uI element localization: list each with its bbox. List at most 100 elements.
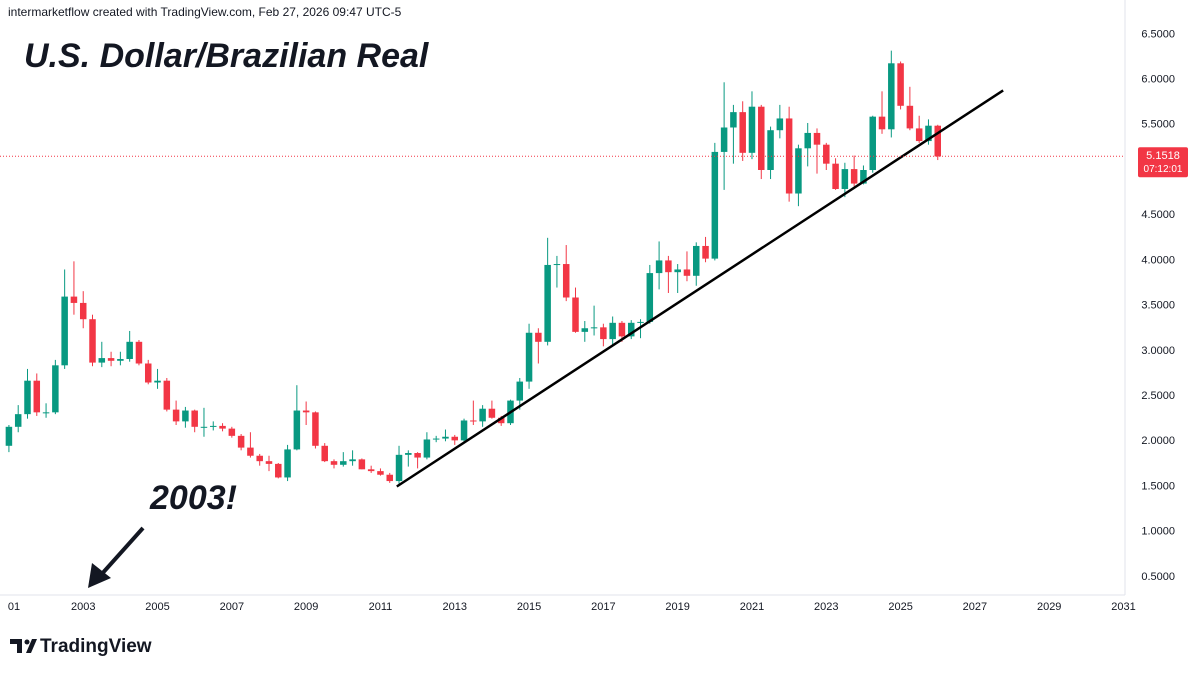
- candle-body: [451, 436, 459, 441]
- candle-body: [934, 125, 941, 157]
- x-tick-label: 2017: [591, 601, 615, 613]
- candle-body: [386, 474, 393, 482]
- x-tick-label: 2021: [740, 601, 764, 613]
- candle-body: [414, 453, 421, 458]
- candle-body: [535, 332, 542, 342]
- candle-body: [739, 112, 746, 153]
- candle-body: [219, 425, 226, 429]
- candle-body: [302, 410, 310, 413]
- candle-body: [126, 341, 133, 359]
- candle-body: [627, 322, 635, 337]
- candle-body: [618, 322, 626, 337]
- candle-body: [358, 459, 366, 470]
- candle-body: [247, 447, 254, 456]
- x-tick-label: 2011: [369, 601, 393, 613]
- candle-body: [693, 245, 700, 276]
- candle-body: [674, 269, 681, 273]
- candle-body: [275, 463, 282, 478]
- candle-body: [163, 380, 171, 410]
- candle-body: [544, 264, 551, 342]
- y-tick-label: 5.5000: [1141, 119, 1175, 131]
- candle-body: [488, 408, 496, 418]
- candle-body: [823, 144, 830, 164]
- x-tick-label: 2003: [71, 601, 95, 613]
- candle-body: [107, 358, 115, 361]
- candle-body: [878, 116, 886, 130]
- candle-body: [154, 380, 161, 383]
- candle-body: [284, 449, 291, 478]
- candle-body: [804, 132, 811, 149]
- x-tick-label: 2031: [1111, 601, 1135, 613]
- logo-text: TradingView: [40, 636, 152, 657]
- price-label: 5.1518: [1146, 150, 1180, 162]
- y-tick-label: 1.0000: [1141, 526, 1175, 538]
- candle-body: [182, 410, 189, 422]
- x-tick-label: 2029: [1037, 601, 1061, 613]
- candle-body: [24, 380, 31, 415]
- candle-body: [377, 471, 384, 475]
- annotation: 2003!: [149, 479, 237, 517]
- candle-body: [906, 105, 914, 129]
- candle-body: [758, 106, 765, 170]
- candle-body: [711, 151, 719, 259]
- candle-body: [172, 409, 180, 422]
- candle-body: [228, 428, 236, 436]
- candle-body: [572, 297, 579, 332]
- y-tick-label: 4.0000: [1141, 254, 1175, 266]
- candle-body: [256, 455, 263, 462]
- candle-body: [210, 425, 217, 427]
- x-tick-label: 2007: [220, 601, 244, 613]
- candle-body: [553, 264, 561, 266]
- candle-body: [200, 426, 208, 428]
- x-tick-label: 2023: [814, 601, 838, 613]
- y-tick-label: 6.0000: [1141, 73, 1175, 85]
- logo: TradingView: [10, 636, 152, 657]
- x-tick-label: 2019: [665, 601, 689, 613]
- candle-body: [655, 260, 663, 274]
- candle-body: [330, 461, 338, 465]
- candle-body: [61, 296, 68, 366]
- x-tick-label: 2025: [888, 601, 912, 613]
- candle-body: [460, 420, 468, 441]
- trend-line: [396, 89, 1004, 488]
- candle-body: [395, 454, 403, 482]
- candle-body: [720, 127, 728, 152]
- candle-body: [5, 426, 13, 446]
- candle-body: [516, 381, 524, 401]
- candle-body: [888, 63, 895, 130]
- candle-body: [646, 273, 654, 322]
- y-tick-label: 1.5000: [1141, 480, 1175, 492]
- y-tick-label: 2.5000: [1141, 390, 1175, 402]
- candle-body: [423, 439, 431, 458]
- candle-body: [479, 408, 486, 422]
- candle-body: [312, 412, 319, 446]
- candle-body: [860, 170, 867, 184]
- candle-body: [581, 328, 589, 332]
- y-tick-label: 3.0000: [1141, 345, 1175, 357]
- candle-body: [321, 445, 328, 462]
- candle-body: [349, 459, 356, 462]
- candle-body: [367, 469, 375, 472]
- candle-body: [683, 269, 691, 276]
- candle-body: [665, 260, 672, 273]
- candle-body: [89, 319, 96, 363]
- candle-body: [79, 302, 87, 320]
- y-tick-label: 4.5000: [1141, 209, 1175, 221]
- candle-body: [813, 132, 821, 145]
- candle-body: [702, 245, 709, 259]
- candle-body: [748, 106, 756, 153]
- x-tick-label: 2013: [443, 601, 467, 613]
- x-tick-label: 2027: [963, 601, 987, 613]
- candle-body: [293, 410, 301, 450]
- x-tick-label: 2009: [294, 601, 318, 613]
- candle-body: [70, 296, 78, 303]
- candle-body: [98, 358, 106, 363]
- annotation-arrow: [88, 526, 145, 588]
- candle-body: [33, 380, 41, 413]
- candle-body: [832, 163, 839, 189]
- candle-body: [432, 438, 440, 440]
- y-tick-label: 6.5000: [1141, 28, 1175, 40]
